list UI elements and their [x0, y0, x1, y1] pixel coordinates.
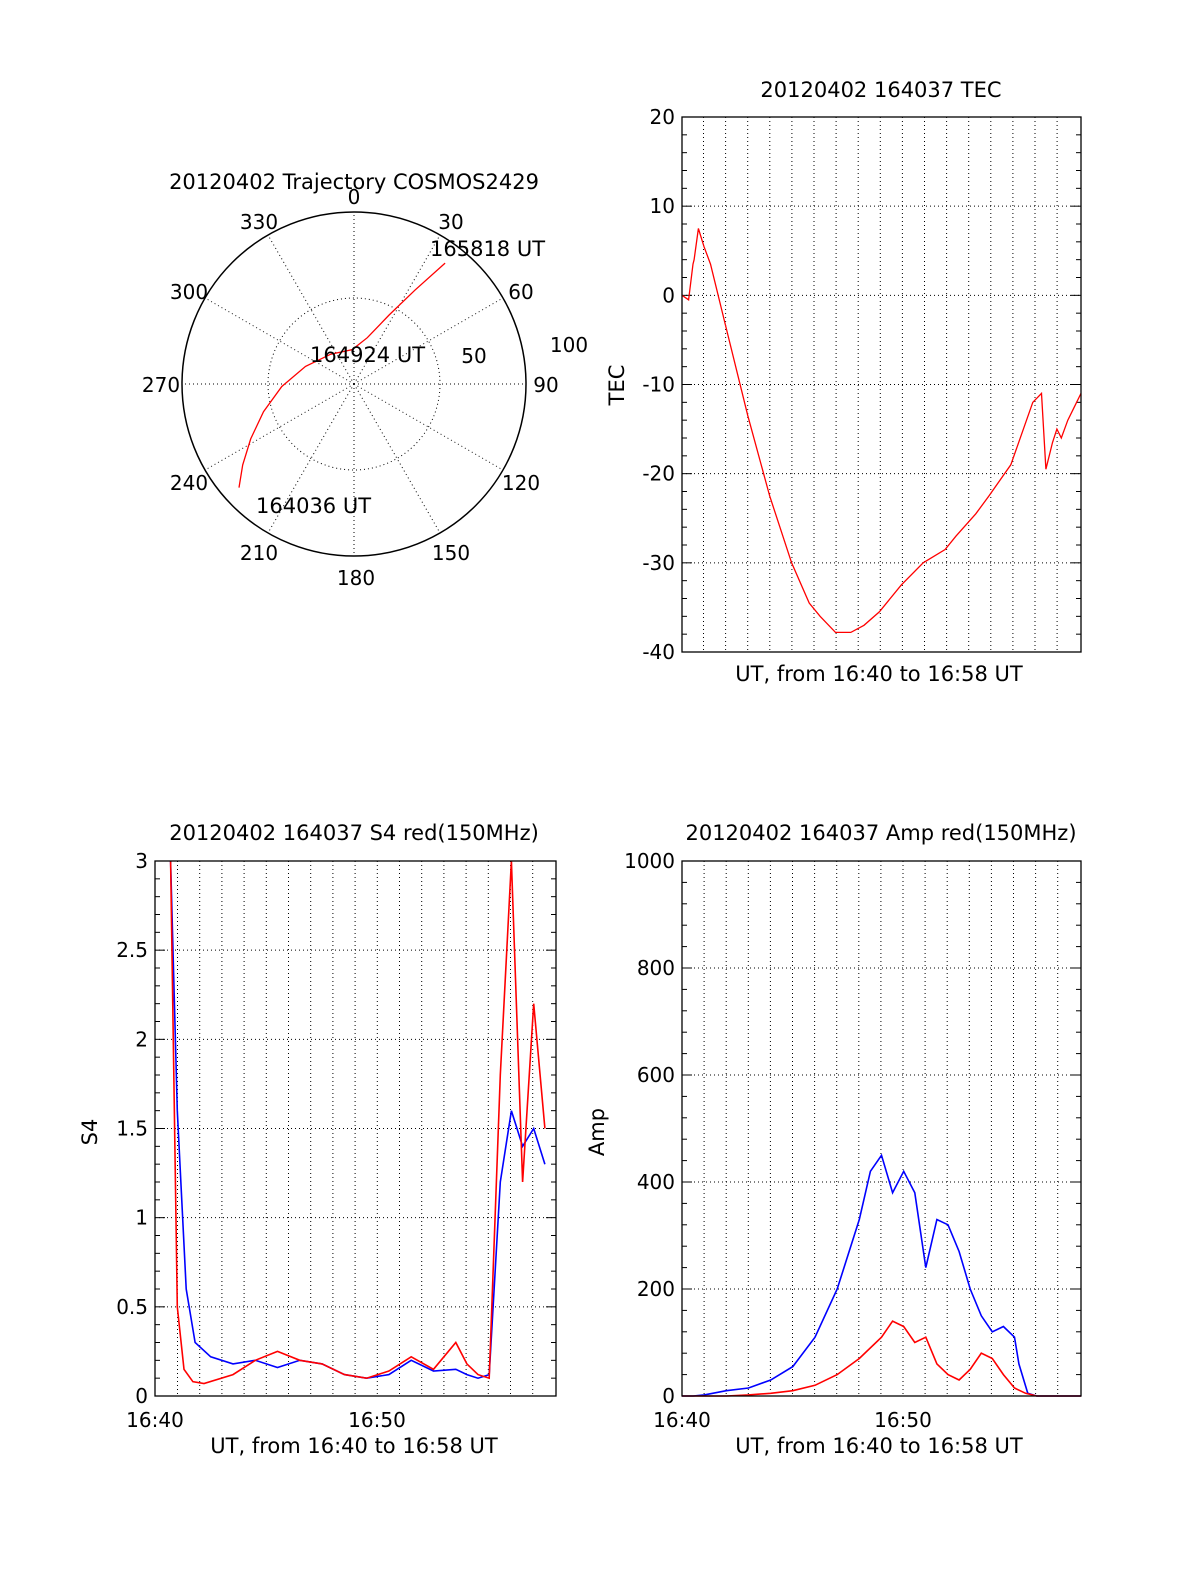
s4-series-line [169, 860, 546, 1385]
trajectory-polar-chart: 20120402 Trajectory COSMOS2429 0 30 60 90 12… [142, 170, 588, 590]
s4-ytick-label: 0 [135, 1384, 148, 1408]
polar-title: 20120402 Trajectory COSMOS2429 [169, 170, 539, 194]
s4-ytick-label: 0.5 [116, 1295, 148, 1319]
tec-ytick-label: 20 [650, 105, 675, 129]
s4-ytick-label: 2 [135, 1027, 148, 1051]
polar-azimuth-label: 300 [170, 280, 208, 304]
polar-azimuth-label: 30 [438, 210, 463, 234]
s4-tick-labels: 0 0.5 1 1.5 2 2.5 3 16:40 16:50 [116, 849, 406, 1432]
polar-azimuth-label: 270 [142, 373, 180, 397]
polar-azimuth-labels: 0 30 60 90 120 150 180 210 240 270 300 330 [142, 185, 559, 590]
s4-frame [154, 860, 557, 1397]
amp-xtick-label: 16:50 [874, 1408, 932, 1432]
polar-spoke-210 [267, 383, 355, 534]
s4-xtick-label: 16:50 [348, 1408, 406, 1432]
tec-tick-labels: -40 -30 -20 -10 0 10 20 [642, 105, 675, 664]
amp-xtick-label: 16:40 [653, 1408, 711, 1432]
annotation-start-time: 164036 UT [256, 494, 371, 518]
polar-trajectory-series [238, 262, 446, 488]
tec-ytick-label: 0 [662, 283, 675, 307]
amp-ytick-label: 800 [637, 956, 675, 980]
polar-inner-circle [267, 297, 441, 471]
s4-ytick-label: 3 [135, 849, 148, 873]
tec-grid [682, 116, 1081, 653]
amp-series-line [682, 1320, 1081, 1397]
polar-spoke-30 [353, 234, 441, 385]
tec-series-line [681, 228, 1082, 634]
amp-chart: 20120402 164037 Amp red(150MHz) 0 200 400 6… [585, 821, 1082, 1458]
tec-ytick-label: -20 [642, 462, 675, 486]
amp-tick-labels: 0 200 400 600 800 1000 16:40 16:50 [624, 849, 932, 1432]
annotation-mid-time: 164924 UT [310, 343, 425, 367]
polar-spoke-120 [353, 383, 504, 471]
tec-series [681, 228, 1082, 634]
amp-ylabel: Amp [585, 1108, 609, 1156]
polar-azimuth-label: 0 [348, 185, 361, 209]
polar-azimuth-label: 330 [240, 210, 278, 234]
polar-spoke-330 [267, 234, 355, 385]
polar-azimuth-label: 150 [432, 541, 470, 565]
s4-ylabel: S4 [78, 1119, 102, 1146]
amp-ytick-label: 0 [662, 1384, 675, 1408]
polar-spoke-300 [204, 297, 355, 385]
polar-azimuth-label: 120 [502, 471, 540, 495]
amp-grid [682, 860, 1081, 1397]
polar-trajectory-line [238, 262, 446, 488]
s4-xlabel: UT, from 16:40 to 16:58 UT [210, 1434, 498, 1458]
s4-ytick-label: 2.5 [116, 938, 148, 962]
polar-grid [181, 211, 527, 557]
polar-outer-circle [181, 211, 527, 557]
tec-xlabel: UT, from 16:40 to 16:58 UT [735, 662, 1023, 686]
tec-frame [681, 116, 1082, 653]
polar-azimuth-label: 60 [508, 280, 533, 304]
annotation-end-time: 165818 UT [430, 237, 545, 261]
amp-series-line [682, 1153, 1081, 1397]
s4-ytick-label: 1.5 [116, 1117, 148, 1141]
polar-azimuth-label: 180 [337, 566, 375, 590]
amp-title: 20120402 164037 Amp red(150MHz) [685, 821, 1076, 845]
s4-series [169, 860, 546, 1385]
tec-ylabel: TEC [605, 365, 629, 407]
s4-title: 20120402 164037 S4 red(150MHz) [169, 821, 539, 845]
tec-title: 20120402 164037 TEC [760, 78, 1001, 102]
tec-chart: 20120402 164037 TEC -40 -30 -20 -10 0 10 20 UT… [605, 78, 1082, 686]
tec-ytick-label: -10 [642, 373, 675, 397]
polar-azimuth-label: 90 [533, 373, 558, 397]
polar-azimuth-label: 210 [240, 541, 278, 565]
polar-radial-labels: 50 100 [461, 333, 588, 368]
s4-xtick-label: 16:40 [126, 1408, 184, 1432]
polar-spoke-150 [353, 383, 441, 534]
tec-ytick-label: 10 [650, 194, 675, 218]
amp-xlabel: UT, from 16:40 to 16:58 UT [735, 1434, 1023, 1458]
s4-series-line [169, 860, 546, 1380]
amp-ytick-label: 400 [637, 1170, 675, 1194]
s4-ytick-label: 1 [135, 1206, 148, 1230]
tec-ytick-label: -40 [642, 640, 675, 664]
polar-radial-label: 50 [461, 344, 486, 368]
polar-spoke-60 [353, 297, 504, 385]
amp-ytick-label: 200 [637, 1277, 675, 1301]
tec-ytick-label: -30 [642, 551, 675, 575]
amp-ytick-label: 600 [637, 1063, 675, 1087]
amp-ytick-label: 1000 [624, 849, 675, 873]
amp-series [682, 1153, 1081, 1397]
amp-frame [681, 860, 1082, 1397]
polar-spoke-240 [204, 383, 355, 471]
polar-radial-label: 100 [550, 333, 588, 357]
s4-chart: 20120402 164037 S4 red(150MHz) 0 0.5 1 1.5 2… [78, 821, 557, 1458]
polar-azimuth-label: 240 [170, 471, 208, 495]
